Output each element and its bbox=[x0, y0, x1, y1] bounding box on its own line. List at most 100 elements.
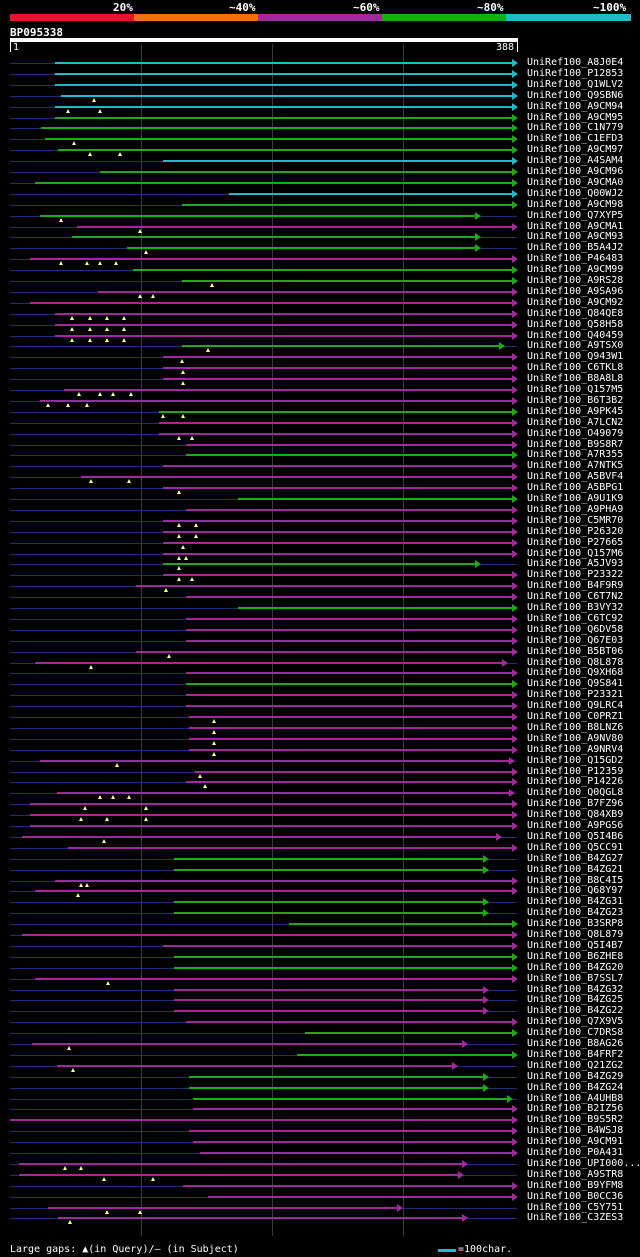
hit-label[interactable]: UniRef100_A9CM96 bbox=[527, 166, 624, 177]
hit-label[interactable]: UniRef100_A5BVF4 bbox=[527, 471, 624, 482]
hit-alignment-bar[interactable] bbox=[34, 182, 513, 184]
hit-alignment-bar[interactable] bbox=[54, 84, 513, 86]
hit-alignment-bar[interactable] bbox=[126, 247, 477, 249]
hit-label[interactable]: UniRef100_A9CM95 bbox=[527, 112, 624, 123]
hit-alignment-bar[interactable] bbox=[40, 400, 513, 402]
hit-alignment-bar[interactable] bbox=[29, 814, 513, 816]
hit-alignment-bar[interactable] bbox=[100, 171, 513, 173]
hit-label[interactable]: UniRef100_Q00WJ2 bbox=[527, 188, 624, 199]
hit-label[interactable]: UniRef100_O49079 bbox=[527, 428, 624, 439]
hit-label[interactable]: UniRef100_C6T7N2 bbox=[527, 591, 624, 602]
hit-label[interactable]: UniRef100_B4ZG29 bbox=[527, 1071, 624, 1082]
hit-label[interactable]: UniRef100_P23322 bbox=[527, 569, 624, 580]
hit-alignment-bar[interactable] bbox=[185, 781, 513, 783]
hit-label[interactable]: UniRef100_Q9SBN6 bbox=[527, 90, 624, 101]
hit-alignment-bar[interactable] bbox=[189, 716, 513, 718]
hit-alignment-bar[interactable] bbox=[21, 836, 498, 838]
hit-alignment-bar[interactable] bbox=[45, 138, 513, 140]
hit-alignment-bar[interactable] bbox=[34, 890, 513, 892]
hit-label[interactable]: UniRef100_A9RS28 bbox=[527, 275, 624, 286]
hit-label[interactable]: UniRef100_A9PHA9 bbox=[527, 504, 624, 515]
hit-label[interactable]: UniRef100_A5BPG1 bbox=[527, 482, 624, 493]
hit-label[interactable]: UniRef100_B2IZ56 bbox=[527, 1103, 624, 1114]
hit-alignment-bar[interactable] bbox=[199, 1152, 513, 1154]
hit-label[interactable]: UniRef100_Q84QE8 bbox=[527, 308, 624, 319]
hit-alignment-bar[interactable] bbox=[19, 1174, 460, 1176]
hit-alignment-bar[interactable] bbox=[40, 760, 511, 762]
hit-alignment-bar[interactable] bbox=[97, 291, 513, 293]
hit-label[interactable]: UniRef100_B4ZG23 bbox=[527, 907, 624, 918]
hit-alignment-bar[interactable] bbox=[58, 149, 513, 151]
hit-alignment-bar[interactable] bbox=[163, 542, 513, 544]
hit-label[interactable]: UniRef100_P0A431 bbox=[527, 1147, 624, 1158]
hit-label[interactable]: UniRef100_C1N779 bbox=[527, 122, 624, 133]
hit-alignment-bar[interactable] bbox=[54, 335, 513, 337]
hit-label[interactable]: UniRef100_B7FZ96 bbox=[527, 798, 624, 809]
hit-label[interactable]: UniRef100_A7LCN2 bbox=[527, 417, 624, 428]
hit-alignment-bar[interactable] bbox=[54, 62, 513, 64]
hit-alignment-bar[interactable] bbox=[40, 215, 477, 217]
hit-label[interactable]: UniRef100_A9CM97 bbox=[527, 144, 624, 155]
hit-alignment-bar[interactable] bbox=[304, 1032, 513, 1034]
hit-label[interactable]: UniRef100_A9TSX0 bbox=[527, 340, 624, 351]
hit-label[interactable]: UniRef100_P14226 bbox=[527, 776, 624, 787]
hit-label[interactable]: UniRef100_A9NRV4 bbox=[527, 744, 624, 755]
hit-alignment-bar[interactable] bbox=[189, 1130, 513, 1132]
hit-alignment-bar[interactable] bbox=[185, 705, 513, 707]
hit-label[interactable]: UniRef100_B8A8L8 bbox=[527, 373, 624, 384]
hit-label[interactable]: UniRef100_UPI000... bbox=[527, 1158, 640, 1169]
hit-alignment-bar[interactable] bbox=[193, 1098, 508, 1100]
hit-alignment-bar[interactable] bbox=[57, 1065, 453, 1067]
hit-alignment-bar[interactable] bbox=[163, 378, 513, 380]
hit-label[interactable]: UniRef100_B4ZG22 bbox=[527, 1005, 624, 1016]
hit-label[interactable]: UniRef100_B8AG26 bbox=[527, 1038, 624, 1049]
hit-label[interactable]: UniRef100_B9S5R2 bbox=[527, 1114, 624, 1125]
hit-alignment-bar[interactable] bbox=[181, 345, 500, 347]
hit-label[interactable]: UniRef100_Q157M5 bbox=[527, 384, 624, 395]
hit-alignment-bar[interactable] bbox=[189, 749, 513, 751]
hit-alignment-bar[interactable] bbox=[185, 640, 513, 642]
hit-alignment-bar[interactable] bbox=[54, 73, 513, 75]
hit-label[interactable]: UniRef100_Q6DV58 bbox=[527, 624, 624, 635]
hit-label[interactable]: UniRef100_Q84XB9 bbox=[527, 809, 624, 820]
hit-alignment-bar[interactable] bbox=[163, 160, 513, 162]
hit-label[interactable]: UniRef100_A9PGS6 bbox=[527, 820, 624, 831]
hit-alignment-bar[interactable] bbox=[163, 520, 513, 522]
hit-alignment-bar[interactable] bbox=[163, 465, 513, 467]
hit-label[interactable]: UniRef100_B8LNZ6 bbox=[527, 722, 624, 733]
hit-label[interactable]: UniRef100_Q0QGL8 bbox=[527, 787, 624, 798]
hit-label[interactable]: UniRef100_A9CM98 bbox=[527, 199, 624, 210]
hit-alignment-bar[interactable] bbox=[41, 127, 513, 129]
hit-alignment-bar[interactable] bbox=[185, 672, 513, 674]
hit-label[interactable]: UniRef100_B6ZHE8 bbox=[527, 951, 624, 962]
hit-alignment-bar[interactable] bbox=[135, 585, 513, 587]
hit-alignment-bar[interactable] bbox=[189, 1087, 485, 1089]
hit-label[interactable]: UniRef100_P26320 bbox=[527, 526, 624, 537]
hit-label[interactable]: UniRef100_Q1WLV2 bbox=[527, 79, 624, 90]
hit-alignment-bar[interactable] bbox=[163, 563, 477, 565]
hit-label[interactable]: UniRef100_B5A4J2 bbox=[527, 242, 624, 253]
hit-alignment-bar[interactable] bbox=[29, 803, 513, 805]
hit-label[interactable]: UniRef100_Q7X9V5 bbox=[527, 1016, 624, 1027]
hit-alignment-bar[interactable] bbox=[185, 694, 513, 696]
hit-alignment-bar[interactable] bbox=[54, 880, 513, 882]
hit-alignment-bar[interactable] bbox=[76, 226, 513, 228]
hit-alignment-bar[interactable] bbox=[173, 999, 485, 1001]
hit-label[interactable]: UniRef100_B4ZG24 bbox=[527, 1082, 624, 1093]
hit-alignment-bar[interactable] bbox=[47, 1207, 398, 1209]
hit-alignment-bar[interactable] bbox=[185, 683, 513, 685]
hit-label[interactable]: UniRef100_C3ZES3 bbox=[527, 1212, 624, 1223]
hit-label[interactable]: UniRef100_P46483 bbox=[527, 253, 624, 264]
hit-label[interactable]: UniRef100_Q9XH68 bbox=[527, 667, 624, 678]
hit-label[interactable]: UniRef100_B7SSL7 bbox=[527, 973, 624, 984]
hit-alignment-bar[interactable] bbox=[207, 1196, 513, 1198]
hit-label[interactable]: UniRef100_A9CM99 bbox=[527, 264, 624, 275]
hit-label[interactable]: UniRef100_B4ZG25 bbox=[527, 994, 624, 1005]
hit-alignment-bar[interactable] bbox=[173, 869, 485, 871]
hit-label[interactable]: UniRef100_A9CMA1 bbox=[527, 221, 624, 232]
hit-label[interactable]: UniRef100_B4F9R9 bbox=[527, 580, 624, 591]
hit-alignment-bar[interactable] bbox=[194, 771, 513, 773]
hit-label[interactable]: UniRef100_B4FRF2 bbox=[527, 1049, 624, 1060]
hit-alignment-bar[interactable] bbox=[193, 1141, 513, 1143]
hit-alignment-bar[interactable] bbox=[163, 553, 513, 555]
